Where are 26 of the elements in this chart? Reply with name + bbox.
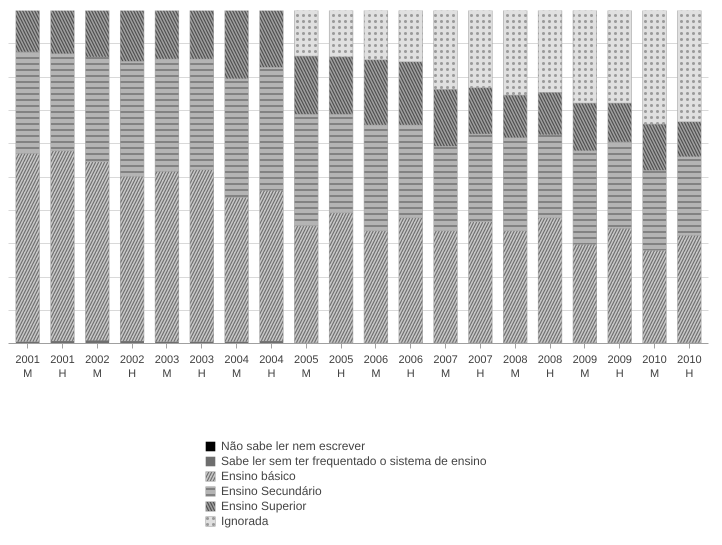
x-tick-label: 2009 H [607, 354, 632, 380]
legend-label: Ignorada [221, 514, 268, 528]
x-tick-label: 2003 H [190, 354, 214, 380]
legend-label: Não sabe ler nem escrever [221, 439, 366, 453]
x-tick-label: 2002 M [85, 354, 110, 380]
x-tick-label: 2004 M [224, 354, 249, 380]
x-tick-label: 2003 M [154, 354, 180, 380]
x-tick-label: 2001 M [15, 354, 40, 380]
x-tick-label: 2006 M [364, 354, 388, 380]
x-tick-label: 2001 H [50, 354, 75, 380]
x-tick-label: 2007 H [468, 354, 493, 380]
x-tick-label: 2005 H [328, 354, 354, 380]
legend-label: Ensino básico [221, 469, 296, 483]
x-tick-label: 2007 M [433, 354, 458, 380]
x-tick-label: 2004 H [259, 354, 284, 380]
x-tick-label: 2010 H [677, 354, 702, 380]
x-tick-label: 2010 M [642, 354, 667, 380]
x-tick-label: 2009 M [572, 354, 598, 380]
x-tick-label: 2006 H [398, 354, 423, 380]
x-tick-label: 2005 M [294, 354, 319, 380]
legend-label: Ensino Secundário [221, 484, 322, 498]
x-tick-label: 2008 H [538, 354, 562, 380]
x-tick-label: 2008 M [502, 354, 528, 380]
x-tick-label: 2002 H [120, 354, 144, 380]
legend-label: Ensino Superior [221, 499, 306, 513]
legend-label: Sabe ler sem ter frequentado o sistema de ensino [221, 454, 486, 468]
